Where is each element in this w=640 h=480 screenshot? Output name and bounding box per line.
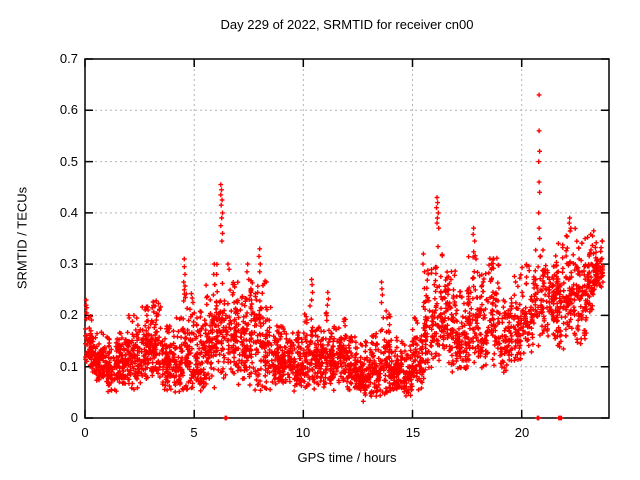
- x-tick-label-0: 0: [81, 425, 89, 440]
- x-tick-label-10: 10: [295, 425, 311, 440]
- y-tick-label-0.2: 0.2: [59, 307, 78, 322]
- y-tick-label-0.4: 0.4: [59, 205, 78, 220]
- y-tick-label-0.3: 0.3: [59, 256, 78, 271]
- y-tick-label-0.7: 0.7: [59, 51, 78, 66]
- plot-border: [84, 58, 610, 419]
- x-axis-label: GPS time / hours: [297, 450, 397, 465]
- y-axis-label: SRMTID / TECUs: [14, 186, 30, 290]
- y-tick-label-0.5: 0.5: [59, 154, 78, 169]
- chart-title: Day 229 of 2022, SRMTID for receiver cn0…: [220, 17, 474, 32]
- x-tick-label-20: 20: [514, 425, 530, 440]
- x-tick-label-5: 5: [190, 425, 198, 440]
- y-tick-label-0.6: 0.6: [59, 102, 78, 117]
- y-tick-label-0.1: 0.1: [59, 359, 78, 374]
- scatter-points: [83, 92, 606, 421]
- y-tick-label-0: 0: [70, 410, 78, 425]
- x-tick-label-15: 15: [405, 425, 421, 440]
